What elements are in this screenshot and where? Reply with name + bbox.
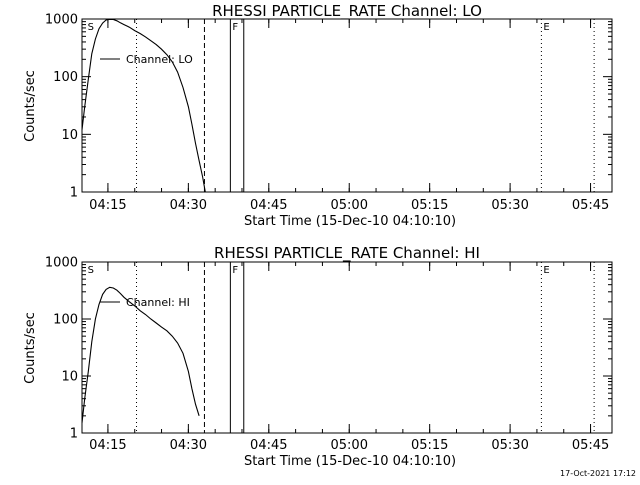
x-tick-label: 04:15 — [89, 198, 126, 213]
y-tick-label: 1000 — [45, 256, 78, 271]
y-tick-label: 10 — [61, 370, 78, 385]
event-marker-label: F — [232, 265, 238, 276]
chart-panel-1: RHESSI PARTICLE_RATE Channel: LO Counts/s… — [23, 2, 613, 229]
series-line — [81, 18, 206, 193]
y-axis-label: Counts/sec — [23, 70, 38, 142]
legend-label: Channel: LO — [126, 53, 193, 66]
x-tick-label: 05:30 — [491, 438, 528, 453]
chart-title: RHESSI PARTICLE_RATE Channel: HI — [214, 244, 480, 263]
event-marker-label: S — [88, 265, 94, 276]
x-tick-label: 05:15 — [411, 438, 448, 453]
x-tick-label: 05:00 — [331, 198, 368, 213]
y-tick-label: 1 — [70, 186, 78, 201]
x-tick-label: 04:30 — [170, 438, 207, 453]
x-tick-label: 05:30 — [491, 198, 528, 213]
y-axis-label: Counts/sec — [23, 312, 38, 384]
plot-frame — [81, 261, 613, 434]
chart-title: RHESSI PARTICLE_RATE Channel: LO — [212, 2, 482, 21]
event-marker-label: S — [88, 22, 94, 33]
x-axis-label: Start Time (15-Dec-10 04:10:10) — [244, 214, 456, 229]
x-tick-label: 05:00 — [331, 438, 368, 453]
event-marker-label: E — [543, 22, 549, 33]
event-marker-label: E — [543, 265, 549, 276]
x-tick-label: 05:45 — [572, 198, 609, 213]
x-axis-label: Start Time (15-Dec-10 04:10:10) — [244, 454, 456, 469]
footer-timestamp: 17-Oct-2021 17:12 — [560, 469, 636, 478]
x-tick-label: 04:30 — [170, 198, 207, 213]
legend-label: Channel: HI — [126, 296, 190, 309]
plot-frame — [81, 18, 613, 193]
x-tick-label: 04:45 — [250, 198, 287, 213]
x-tick-label: 05:15 — [411, 198, 448, 213]
y-tick-label: 1000 — [45, 13, 78, 28]
event-marker-label: F — [232, 22, 238, 33]
y-tick-label: 100 — [53, 70, 78, 85]
series-line — [81, 286, 200, 424]
chart-panel-2: RHESSI PARTICLE_RATE Channel: HI Counts/s… — [23, 244, 613, 469]
y-tick-label: 100 — [53, 313, 78, 328]
x-tick-label: 04:15 — [89, 438, 126, 453]
y-tick-label: 10 — [61, 128, 78, 143]
y-tick-label: 1 — [70, 427, 78, 442]
x-tick-label: 05:45 — [572, 438, 609, 453]
x-tick-label: 04:45 — [250, 438, 287, 453]
